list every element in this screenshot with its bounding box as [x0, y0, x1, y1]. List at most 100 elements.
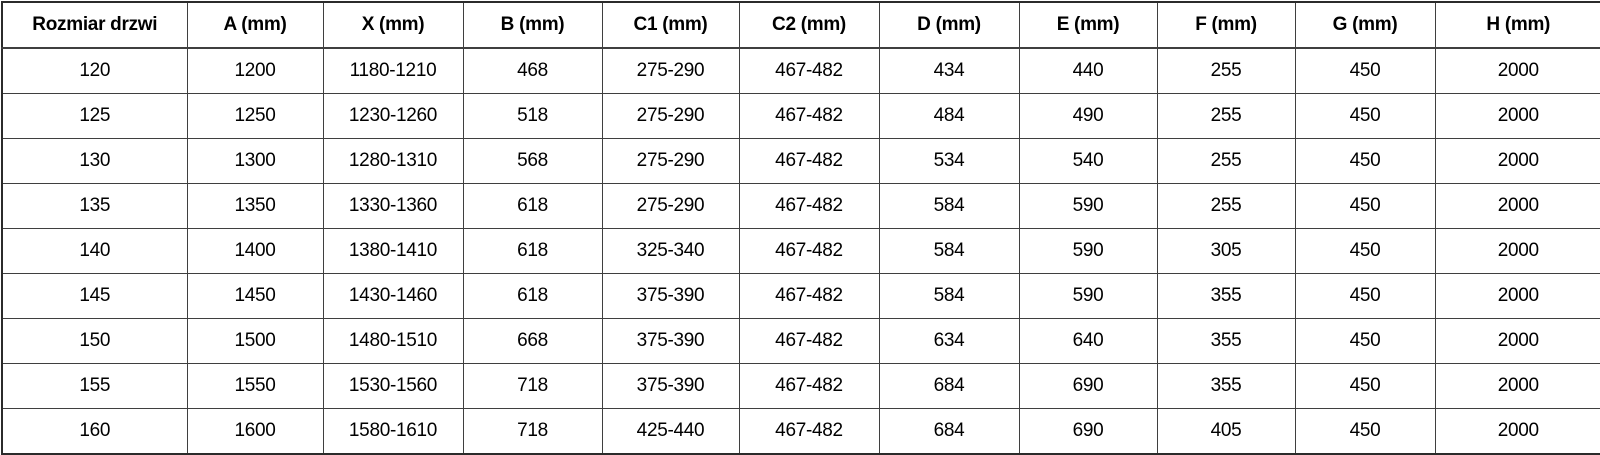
table-cell: 540 — [1018, 138, 1158, 184]
table-cell: 2000 — [1434, 183, 1600, 229]
table-cell: 484 — [878, 93, 1020, 139]
table-cell: 255 — [1156, 47, 1296, 94]
table-cell: 1400 — [186, 228, 324, 274]
table-cell: 425-440 — [601, 408, 740, 455]
table-cell: 450 — [1294, 363, 1436, 409]
table-cell: 467-482 — [738, 318, 880, 364]
table-cell: 130 — [1, 138, 188, 184]
table-cell: 405 — [1156, 408, 1296, 455]
table-cell: 160 — [1, 408, 188, 455]
table-cell: 590 — [1018, 273, 1158, 319]
table-row: 155 1550 1530-1560 718 375-390 467-482 684 690 3… — [1, 363, 1600, 409]
table-cell: 534 — [878, 138, 1020, 184]
table-cell: 584 — [878, 273, 1020, 319]
table-cell: 690 — [1018, 408, 1158, 455]
table-cell: 255 — [1156, 93, 1296, 139]
table-cell: 584 — [878, 228, 1020, 274]
table-cell: 590 — [1018, 228, 1158, 274]
table-cell: 668 — [462, 318, 603, 364]
table-cell: 275-290 — [601, 138, 740, 184]
table-cell: 355 — [1156, 363, 1296, 409]
table-cell: 568 — [462, 138, 603, 184]
table-cell: 305 — [1156, 228, 1296, 274]
table-cell: 1450 — [186, 273, 324, 319]
table-cell: 718 — [462, 363, 603, 409]
table-cell: 618 — [462, 273, 603, 319]
table-cell: 584 — [878, 183, 1020, 229]
table-cell: 375-390 — [601, 318, 740, 364]
table-cell: 590 — [1018, 183, 1158, 229]
column-header: X (mm) — [322, 1, 464, 49]
table-row: 135 1350 1330-1360 618 275-290 467-482 584 590 2… — [1, 183, 1600, 229]
table-cell: 490 — [1018, 93, 1158, 139]
table-cell: 718 — [462, 408, 603, 455]
table-cell: 2000 — [1434, 93, 1600, 139]
table-cell: 467-482 — [738, 47, 880, 94]
table-cell: 2000 — [1434, 228, 1600, 274]
table-cell: 1430-1460 — [322, 273, 464, 319]
table-cell: 1280-1310 — [322, 138, 464, 184]
table-row: 130 1300 1280-1310 568 275-290 467-482 534 540 2… — [1, 138, 1600, 184]
table-cell: 467-482 — [738, 273, 880, 319]
table-cell: 1500 — [186, 318, 324, 364]
column-header: E (mm) — [1018, 1, 1158, 49]
table-cell: 255 — [1156, 183, 1296, 229]
table-cell: 634 — [878, 318, 1020, 364]
table-cell: 150 — [1, 318, 188, 364]
table-cell: 145 — [1, 273, 188, 319]
table-cell: 135 — [1, 183, 188, 229]
table-cell: 1350 — [186, 183, 324, 229]
column-header: Rozmiar drzwi — [1, 1, 188, 49]
table-cell: 275-290 — [601, 183, 740, 229]
table-cell: 2000 — [1434, 408, 1600, 455]
table-cell: 155 — [1, 363, 188, 409]
table-cell: 450 — [1294, 318, 1436, 364]
table-cell: 618 — [462, 183, 603, 229]
table-row: 140 1400 1380-1410 618 325-340 467-482 584 590 3… — [1, 228, 1600, 274]
table-header-row: Rozmiar drzwi A (mm) X (mm) B (mm) C1 (mm) C2… — [1, 1, 1600, 49]
table-cell: 1300 — [186, 138, 324, 184]
column-header: F (mm) — [1156, 1, 1296, 49]
table-cell: 375-390 — [601, 273, 740, 319]
table-cell: 1580-1610 — [322, 408, 464, 455]
table-cell: 684 — [878, 363, 1020, 409]
table-cell: 1180-1210 — [322, 47, 464, 94]
table-cell: 640 — [1018, 318, 1158, 364]
table-row: 145 1450 1430-1460 618 375-390 467-482 584 590 3… — [1, 273, 1600, 319]
table-cell: 2000 — [1434, 363, 1600, 409]
column-header: A (mm) — [186, 1, 324, 49]
table-cell: 255 — [1156, 138, 1296, 184]
table-cell: 518 — [462, 93, 603, 139]
table-cell: 467-482 — [738, 183, 880, 229]
column-header: D (mm) — [878, 1, 1020, 49]
table-cell: 275-290 — [601, 93, 740, 139]
table-cell: 1230-1260 — [322, 93, 464, 139]
table-cell: 2000 — [1434, 318, 1600, 364]
column-header: C1 (mm) — [601, 1, 740, 49]
table-cell: 140 — [1, 228, 188, 274]
table-cell: 2000 — [1434, 47, 1600, 94]
table-cell: 355 — [1156, 318, 1296, 364]
table-cell: 450 — [1294, 138, 1436, 184]
table-cell: 450 — [1294, 183, 1436, 229]
table-cell: 275-290 — [601, 47, 740, 94]
table-cell: 375-390 — [601, 363, 740, 409]
table-cell: 2000 — [1434, 273, 1600, 319]
table-cell: 1380-1410 — [322, 228, 464, 274]
table-cell: 355 — [1156, 273, 1296, 319]
table-cell: 1530-1560 — [322, 363, 464, 409]
table-cell: 450 — [1294, 408, 1436, 455]
table-cell: 1330-1360 — [322, 183, 464, 229]
table-cell: 467-482 — [738, 138, 880, 184]
table-cell: 618 — [462, 228, 603, 274]
table-cell: 467-482 — [738, 408, 880, 455]
table-cell: 1480-1510 — [322, 318, 464, 364]
table-row: 150 1500 1480-1510 668 375-390 467-482 634 640 3… — [1, 318, 1600, 364]
table-cell: 434 — [878, 47, 1020, 94]
table-row: 120 1200 1180-1210 468 275-290 467-482 434 440 2… — [1, 47, 1600, 94]
table-cell: 690 — [1018, 363, 1158, 409]
table-cell: 684 — [878, 408, 1020, 455]
table-cell: 450 — [1294, 47, 1436, 94]
table-row: 125 1250 1230-1260 518 275-290 467-482 484 490 2… — [1, 93, 1600, 139]
